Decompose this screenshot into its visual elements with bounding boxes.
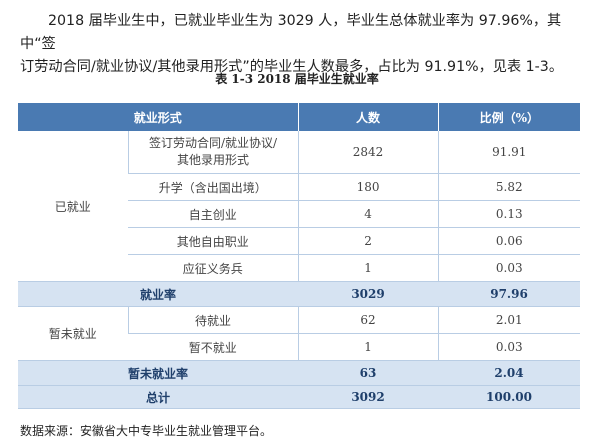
form-cell: 暂不就业 [128, 333, 299, 361]
table-row: 自主创业 4 0.13 [18, 200, 581, 228]
employment-rate-table: 就业形式 人数 比例（%） 已就业 签订劳动合同/就业协议/ 其他录用形式 28… [18, 103, 581, 409]
count-cell: 1 [297, 254, 439, 282]
form-cell: 签订劳动合同/就业协议/ 其他录用形式 [127, 131, 299, 174]
table-row: 暂未就业 待就业 62 2.01 [18, 306, 581, 361]
intro-paragraph: 2018 届毕业生中，已就业毕业生为 3029 人，毕业生总体就业率为 97.9… [20, 10, 582, 79]
summary-count: 63 [298, 360, 439, 386]
form-cell: 自主创业 [128, 200, 299, 228]
form-cell: 升学（含出国出境） [128, 173, 299, 201]
ratio-cell: 0.03 [437, 333, 581, 361]
count-cell: 2 [297, 227, 439, 255]
count-cell: 4 [297, 200, 439, 228]
intro-line-2: 订劳动合同/就业协议/其他录用形式”的毕业生人数最多，占比为 91.91%，见表… [20, 59, 564, 75]
summary-ratio: 2.04 [438, 360, 581, 386]
table-row: 暂不就业 1 0.03 [18, 333, 581, 361]
header-ratio: 比例（%） [437, 103, 581, 131]
summary-count: 3029 [298, 281, 439, 307]
table-row: 应征义务兵 1 0.03 [18, 254, 581, 282]
count-cell: 180 [297, 173, 439, 201]
form-cell: 待就业 [127, 306, 299, 334]
ratio-cell: 0.13 [437, 200, 581, 228]
count-cell: 62 [297, 306, 439, 334]
table-row: 已就业 签订劳动合同/就业协议/ 其他录用形式 2842 91.91 [18, 131, 581, 282]
group-employed: 已就业 [18, 131, 128, 282]
count-cell: 2842 [297, 131, 439, 174]
table-caption: 表 1-3 2018 届毕业生就业率 [215, 72, 379, 86]
ratio-cell: 91.91 [437, 131, 581, 174]
form-cell: 应征义务兵 [128, 254, 299, 282]
form-cell-line: 其他录用形式 [177, 153, 250, 167]
total-count: 3092 [298, 385, 439, 409]
total-row: 总计 3092 100.00 [18, 385, 581, 409]
ratio-cell: 2.01 [437, 306, 581, 334]
employed-summary-row: 就业率 3029 97.96 [18, 281, 581, 307]
summary-label: 暂未就业率 [18, 360, 299, 386]
form-cell: 其他自由职业 [128, 227, 299, 255]
ratio-cell: 0.03 [437, 254, 581, 282]
header-count: 人数 [297, 103, 439, 131]
count-cell: 1 [297, 333, 439, 361]
ratio-cell: 0.06 [437, 227, 581, 255]
summary-ratio: 97.96 [438, 281, 581, 307]
total-ratio: 100.00 [438, 385, 581, 409]
header-form: 就业形式 [18, 103, 299, 131]
form-cell-line: 签订劳动合同/就业协议/ [148, 136, 278, 150]
total-label: 总计 [18, 385, 299, 409]
table-header-row: 就业形式 人数 比例（%） [18, 103, 581, 131]
summary-label: 就业率 [18, 281, 299, 307]
table-row: 其他自由职业 2 0.06 [18, 227, 581, 255]
ratio-cell: 5.82 [437, 173, 581, 201]
table-row: 升学（含出国出境） 180 5.82 [18, 173, 581, 201]
unemployed-summary-row: 暂未就业率 63 2.04 [18, 360, 581, 386]
group-unemployed: 暂未就业 [18, 306, 128, 361]
data-source-note: 数据来源：安徽省大中专毕业生就业管理平台。 [20, 424, 273, 438]
intro-line-1: 2018 届毕业生中，已就业毕业生为 3029 人，毕业生总体就业率为 97.9… [20, 13, 562, 52]
